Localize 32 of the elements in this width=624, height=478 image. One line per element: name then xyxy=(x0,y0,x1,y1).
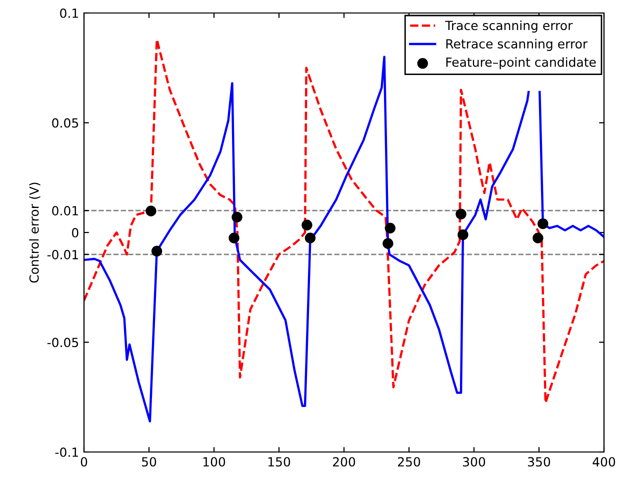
y-tick-label: 0 xyxy=(72,228,78,238)
point xyxy=(232,212,242,222)
x-tick-label: 100 xyxy=(203,457,226,467)
point xyxy=(146,206,156,216)
y-axis-title: Control error (V) xyxy=(29,182,40,283)
point xyxy=(384,222,396,234)
point xyxy=(456,208,466,220)
legend-label: Trace scanning error xyxy=(445,20,573,33)
y-tick-label: -0.05 xyxy=(47,338,78,348)
x-tick-label: 300 xyxy=(463,457,486,467)
x-tick-label: 400 xyxy=(592,457,616,467)
point xyxy=(458,229,468,240)
legend-label: Feature–point candidate xyxy=(446,57,596,70)
x-tick-label: 200 xyxy=(332,457,356,467)
legend-label: Retrace scanning error xyxy=(446,38,588,51)
point xyxy=(382,238,394,249)
x-tick-label: 350 xyxy=(528,457,550,467)
x-tick-label: 150 xyxy=(268,457,290,467)
y-tick-label: 0.05 xyxy=(52,118,78,128)
point xyxy=(228,232,240,244)
point xyxy=(151,246,162,257)
point xyxy=(302,220,312,230)
y-tick-label: 0.1 xyxy=(60,8,78,18)
point xyxy=(532,232,544,244)
x-tick-label: 250 xyxy=(398,457,420,467)
x-tick-label: 50 xyxy=(142,457,156,467)
y-tick-label: -0.01 xyxy=(47,250,78,260)
point xyxy=(538,218,548,230)
y-tick-label: -0.1 xyxy=(55,447,78,457)
x-tick-label: 0 xyxy=(80,457,88,467)
y-tick-label: 0.01 xyxy=(52,206,78,216)
point xyxy=(304,232,316,244)
